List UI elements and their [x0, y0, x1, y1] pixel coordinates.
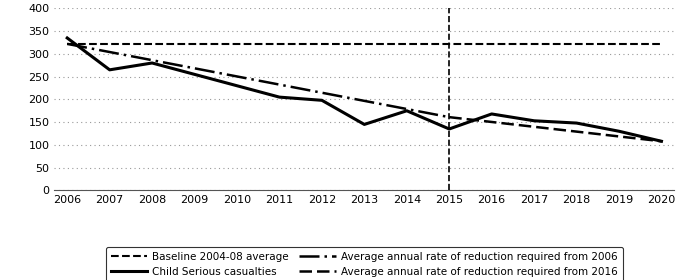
Legend: Baseline 2004-08 average, Child Serious casualties, Average annual rate of reduc: Baseline 2004-08 average, Child Serious … — [106, 247, 623, 280]
